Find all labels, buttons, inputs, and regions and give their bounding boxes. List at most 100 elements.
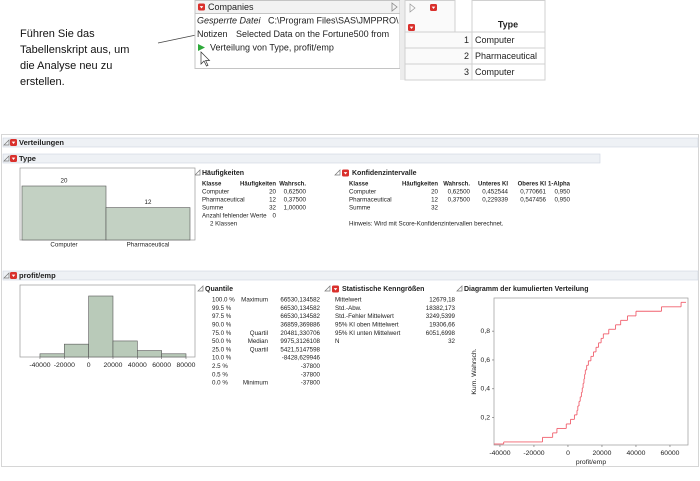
column-header[interactable] [471,0,546,33]
table-script[interactable]: Verteilung von Type, profit/emp [210,42,334,52]
quantile-level: 2.5 % [212,363,228,370]
table-cell: Summe [349,205,371,212]
histogram-bar [112,340,138,358]
table-note: Hinweis: Wird mit Score-Konfidenzinterva… [349,221,504,228]
quantile-value: -37800 [301,363,321,370]
disclosure-icon[interactable] [197,285,204,292]
outline-header-bar [2,137,699,148]
quantile-value: 66530,134582 [280,297,320,304]
statistic-value: 19306,66 [429,322,455,329]
table-cell: 2 Klassen [210,221,238,228]
table-cell: 0 [273,213,277,220]
table-cell: 20 [431,189,438,196]
quantile-name: Median [248,338,269,345]
grid-corner-icon [409,3,416,13]
y-tick-label: 0,4 [481,386,491,393]
panel-title[interactable]: Companies [208,2,254,12]
cell-value: Computer [475,35,515,45]
row-number: 2 [464,51,469,61]
quantile-name: Quartil [250,330,268,337]
column-header: Häufigkeiten [402,182,438,188]
row-number-cell [404,63,473,81]
table-cell: 0,950 [555,197,571,204]
quantile-name: Maximum [241,297,268,304]
outline-title[interactable]: Verteilungen [19,138,64,147]
x-tick-label: 20000 [593,450,612,457]
table-cell: Computer [202,189,229,196]
callout-text: Führen Sie das [20,28,95,40]
property-name: Gesperrte Datei [197,15,262,25]
disclosure-icon[interactable] [3,272,10,279]
column-header: Klasse [349,182,369,188]
statistic-value: 6051,6998 [426,330,456,337]
table-title[interactable]: Häufigkeiten [202,170,244,177]
x-axis-label: profit/emp [576,459,606,466]
quantile-value: 66530,134582 [280,313,320,320]
statistic-value: 18382,173 [426,305,456,312]
statistic-name: N [335,338,339,345]
quantile-value: -37800 [301,380,321,387]
table-cell: 12 [431,197,438,204]
cell-value: Pharmaceutical [475,51,537,61]
table-cell: 0,452544 [482,189,508,196]
y-tick-label: 0,2 [481,414,491,421]
row-number: 1 [464,35,469,45]
chart-title[interactable]: Diagramm der kumulierten Verteilung [464,286,588,293]
x-tick-label: -20000 [54,362,75,369]
table-cell: Computer [349,189,376,196]
column-header: Oberes KI [518,182,547,188]
column-name[interactable]: Type [498,19,518,29]
table-cell: 32 [431,205,438,212]
statistic-value: 32 [448,338,455,345]
y-axis-label: Kum. Wahrsch. [471,348,478,394]
table-cell: 1,00000 [284,205,307,212]
table-title[interactable]: Quantile [205,286,233,293]
data-cell[interactable] [471,63,546,81]
x-tick-label: -20000 [523,450,544,457]
disclosure-icon[interactable] [324,285,331,292]
x-tick-label: 40000 [627,450,646,457]
outline-title[interactable]: Type [19,154,36,163]
mouse-cursor [200,51,211,67]
quantile-value: -8428,629946 [282,355,321,362]
quantile-level: 50.0 % [212,338,232,345]
table-cell: 0,229339 [482,197,508,204]
bar [21,185,107,241]
table-cell: 0,37500 [284,197,307,204]
grid-divider [400,0,405,80]
disclosure-icon[interactable] [456,285,463,292]
column-header: Klasse [202,182,222,188]
table-cell: 0,62500 [284,189,307,196]
quantile-value: 36859,369886 [280,322,320,329]
quantile-value: 5421,5147598 [280,346,320,353]
disclosure-icon[interactable] [194,169,201,176]
quantile-name: Quartil [250,346,268,353]
row-number-cell [404,47,473,65]
quantile-value: 66530,134582 [280,305,320,312]
y-tick-label: 0,6 [481,357,491,364]
row-number: 3 [464,67,469,77]
menu-icon-arrow [343,172,348,175]
table-title[interactable]: Konfidenzintervalle [352,170,417,177]
histogram-bar [63,343,89,358]
disclosure-icon[interactable] [334,169,341,176]
property-value: C:\Program Files\SAS\JMPPRO\ [268,15,399,25]
quantile-level: 75.0 % [212,330,232,337]
collapse-icon[interactable] [391,2,398,12]
menu-icon-arrow [333,288,338,291]
histogram-bar [161,353,187,358]
disclosure-icon[interactable] [3,155,10,162]
quantile-value: 20481,330706 [280,330,320,337]
quantile-value: 9975,3126108 [280,338,320,345]
table-title[interactable]: Statistische Kenngrößen [342,286,424,293]
table-cell: 0,950 [555,189,571,196]
outline-title[interactable]: profit/emp [19,271,56,280]
table-cell: Anzahl fehlender Werte [202,213,267,220]
disclosure-icon[interactable] [3,139,10,146]
callout-text: Tabellenskript aus, um [20,44,129,56]
table-cell: 32 [269,205,276,212]
property-name: Notizen [197,29,228,39]
bar-label: 20 [61,178,68,185]
run-script-icon[interactable] [198,44,205,51]
x-tick-label: 80000 [177,362,196,369]
